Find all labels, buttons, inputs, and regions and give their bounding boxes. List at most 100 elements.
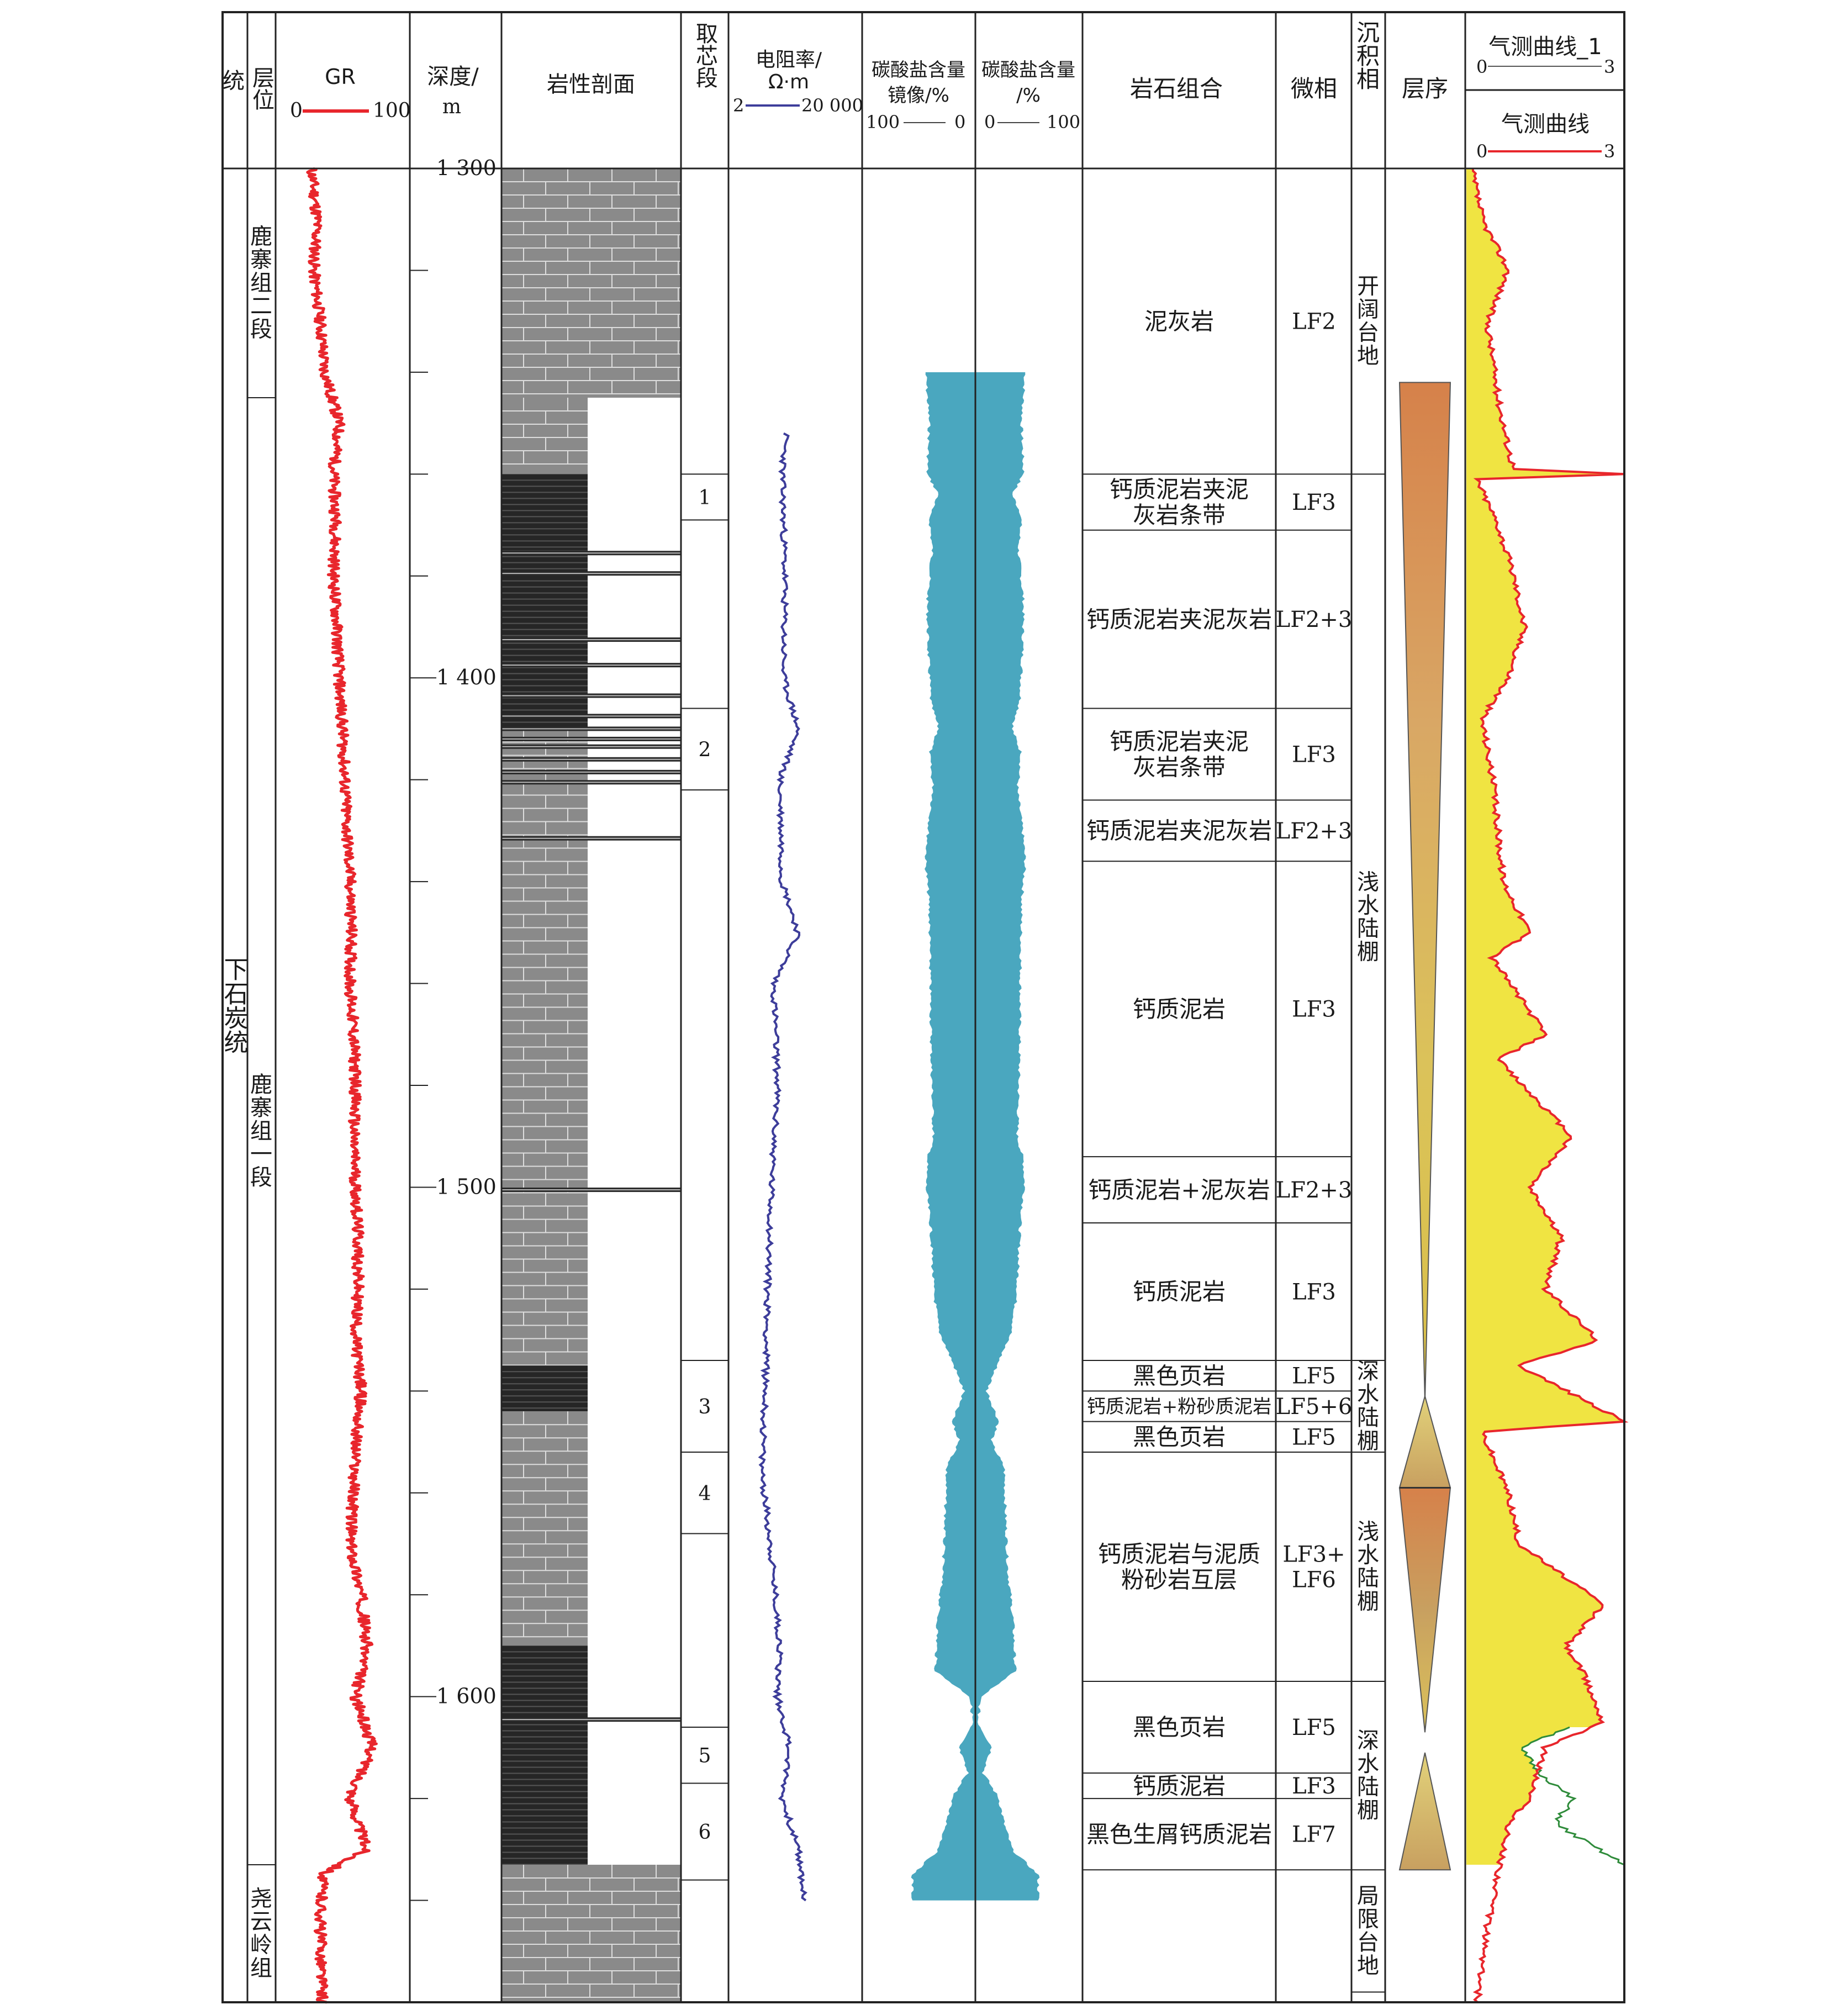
sequence-triangle — [1398, 382, 1451, 1401]
microfacies-label: LF6 — [1292, 1568, 1336, 1593]
microfacies-label: LF3+ — [1282, 1542, 1345, 1568]
core-label: 4 — [699, 1483, 711, 1505]
horizon-label: 段 — [250, 317, 272, 342]
header-res-max: 20 000 — [801, 95, 863, 116]
sequence-triangle — [1398, 1752, 1451, 1871]
horizon-label: 云 — [250, 1909, 272, 1935]
header-carb-left: 0 — [984, 112, 995, 133]
rock-label: 钙质泥岩夹泥灰岩 — [1086, 606, 1272, 633]
lithology-pattern — [501, 642, 588, 729]
lithology-pattern — [501, 479, 588, 548]
gr-curve — [306, 167, 378, 2004]
header-carb-mirror-2: 镜像/% — [888, 85, 949, 107]
header-gr-max: 100 — [373, 99, 411, 122]
lithology-layer — [501, 550, 588, 637]
lithology-stripe-highlight — [501, 782, 681, 783]
horizon-label: 组 — [250, 1119, 272, 1144]
rock-label: 钙质泥岩+粉砂质泥岩 — [1087, 1396, 1272, 1418]
microfacies-label: LF5 — [1292, 1425, 1336, 1450]
sequence-triangle — [1398, 1487, 1451, 1733]
rock-label: 灰岩条带 — [1133, 753, 1226, 780]
lithology-stripe-highlight — [501, 758, 681, 760]
facies-label: 阔 — [1357, 297, 1379, 323]
core-label: 3 — [699, 1396, 711, 1418]
lithology-stripe-highlight — [501, 573, 681, 574]
rock-label: 灰岩条带 — [1133, 502, 1226, 529]
header-carb-right: 100 — [1047, 112, 1080, 133]
core-label: 1 — [699, 487, 711, 509]
rock-label: 黑色页岩 — [1133, 1362, 1226, 1389]
header-gas1: 气测曲线_1 — [1488, 34, 1602, 60]
table-border — [221, 11, 1625, 2003]
header-carb-1: 碳酸盐含量 — [981, 59, 1075, 81]
resistivity-curve — [758, 432, 807, 1902]
header-resistivity-unit: Ω·m — [768, 71, 809, 93]
lithology-column — [501, 168, 681, 2002]
microfacies-label: LF3 — [1292, 742, 1336, 768]
rock-label: 钙质泥岩夹泥灰岩 — [1086, 817, 1272, 845]
core-label: 5 — [699, 1745, 711, 1768]
horizon-label: 岭 — [250, 1933, 272, 1958]
lithology-layer — [501, 1411, 588, 1646]
microfacies-label: LF2+3 — [1276, 819, 1353, 844]
horizon-label: 鹿 — [250, 224, 272, 250]
facies-label: 地 — [1357, 1953, 1379, 1979]
rock-label: 钙质泥岩 — [1133, 1772, 1226, 1800]
rock-label: 黑色页岩 — [1133, 1423, 1226, 1450]
rock-label: 钙质泥岩夹泥 — [1110, 728, 1249, 755]
rock-label: 钙质泥岩 — [1133, 995, 1226, 1022]
lithology-stripe-highlight — [501, 552, 681, 554]
header-gas1-max: 3 — [1604, 56, 1615, 77]
rock-label: 钙质泥岩与泥质 — [1098, 1541, 1260, 1568]
facies-label: 棚 — [1357, 1428, 1379, 1454]
header-lithology: 岩性剖面 — [547, 72, 635, 97]
lithology-stripe-highlight — [501, 664, 681, 666]
facies-label: 深 — [1357, 1728, 1379, 1754]
rock-label: 钙质泥岩夹泥 — [1110, 476, 1249, 503]
header-res-min: 2 — [733, 95, 744, 116]
header-gas-max: 3 — [1604, 141, 1615, 162]
facies-label: 水 — [1357, 893, 1379, 919]
microfacies-label: LF3 — [1292, 490, 1336, 515]
microfacies-label: LF2+3 — [1276, 1178, 1353, 1203]
lithology-stripe-highlight — [501, 1719, 681, 1721]
facies-label: 限 — [1357, 1907, 1379, 1932]
lithology-layer — [501, 474, 588, 551]
facies-label: 局 — [1357, 1884, 1379, 1909]
facies-label: 棚 — [1357, 1798, 1379, 1823]
header-gr-min: 0 — [290, 99, 303, 122]
microfacies-label: LF7 — [1292, 1822, 1336, 1848]
header-rock: 岩石组合 — [1130, 75, 1223, 102]
horizon-label: 一 — [250, 1142, 272, 1167]
header-facies: 沉积相 — [1353, 20, 1380, 90]
horizon-label: 组 — [250, 271, 272, 296]
microfacies-label: LF5 — [1292, 1715, 1336, 1740]
header-microfacies: 微相 — [1291, 75, 1337, 102]
header-resistivity: 电阻率/ — [756, 49, 822, 71]
horizon-label: 寨 — [250, 1095, 272, 1121]
lithology-layer — [501, 398, 588, 474]
lithology-stripe-highlight — [501, 837, 681, 839]
facies-label: 浅 — [1357, 870, 1379, 895]
facies-label: 棚 — [1357, 1589, 1379, 1615]
depth-label: 1 500 — [436, 1174, 497, 1199]
facies-label: 地 — [1357, 344, 1379, 369]
lithology-stripe-highlight — [501, 746, 681, 747]
lithology-stripe-highlight — [501, 728, 681, 730]
facies-label: 开 — [1357, 274, 1379, 299]
lithology-layer — [501, 168, 681, 398]
depth-label: 1 400 — [436, 665, 497, 689]
gas-fill — [1466, 168, 1624, 1865]
header-carb-2: /% — [1016, 85, 1041, 107]
microfacies-label: LF5+6 — [1276, 1394, 1353, 1420]
lithology-pattern — [501, 1411, 588, 1638]
rock-label: 钙质泥岩+泥灰岩 — [1088, 1177, 1270, 1204]
header-sequence: 层序 — [1402, 75, 1448, 102]
horizon-label: 寨 — [250, 247, 272, 273]
facies-label: 深 — [1357, 1359, 1379, 1384]
lithology-stripe-highlight — [501, 695, 681, 697]
header-gas: 气测曲线 — [1501, 112, 1590, 137]
header-core: 取芯段 — [692, 22, 717, 88]
